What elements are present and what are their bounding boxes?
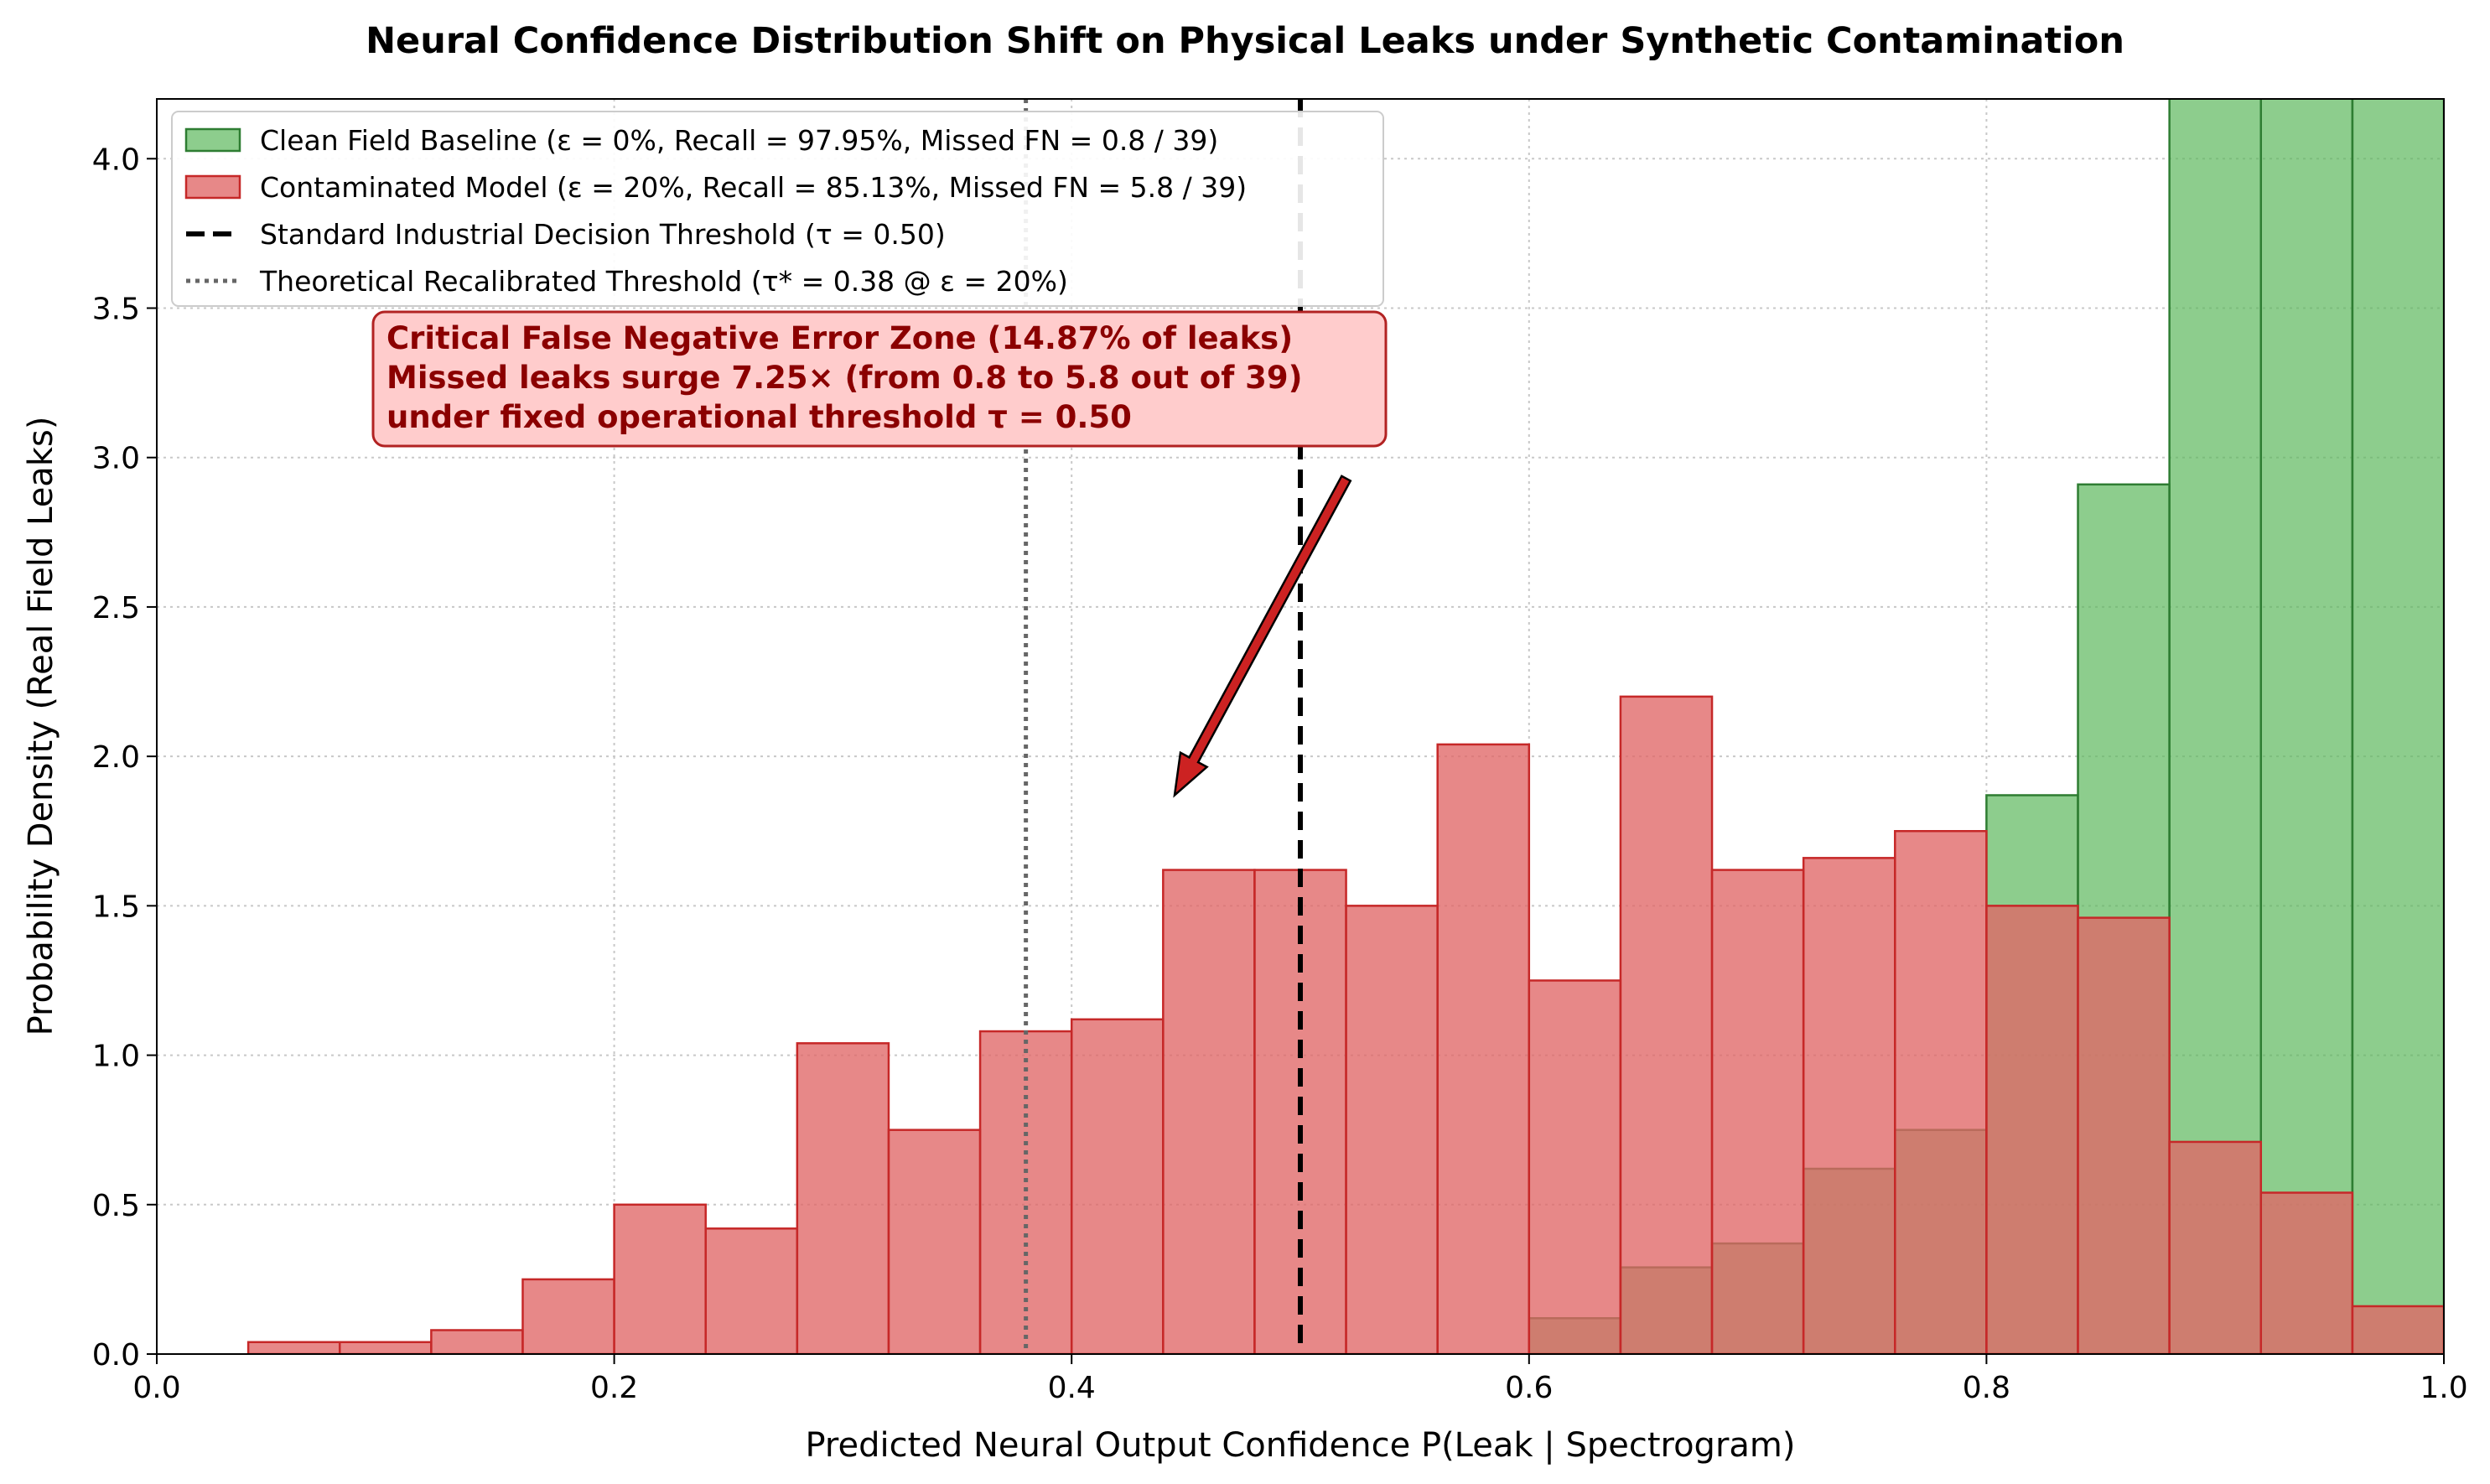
y-axis-label: Probability Density (Real Field Leaks) bbox=[22, 417, 60, 1036]
y-tick-label-3: 1.5 bbox=[92, 890, 140, 924]
bar-series1-bin16 bbox=[1619, 695, 1714, 1354]
x-tick-label-0: 0.0 bbox=[132, 1371, 180, 1405]
bar-series1-bin5 bbox=[613, 1203, 707, 1354]
bar-series1-bin3 bbox=[430, 1329, 524, 1354]
legend: Clean Field Baseline (ε = 0%, Recall = 9… bbox=[171, 111, 1384, 307]
legend-label-0: Clean Field Baseline (ε = 0%, Recall = 9… bbox=[260, 124, 1218, 157]
legend-label-1: Contaminated Model (ε = 20%, Recall = 85… bbox=[260, 171, 1247, 204]
chart-title: Neural Confidence Distribution Shift on … bbox=[366, 20, 2124, 62]
y-axis-ticks: 0.0 0.5 1.0 1.5 2.0 2.5 3.0 3.5 4.0 bbox=[92, 143, 157, 1372]
bar-series1-bin24 bbox=[2351, 1305, 2444, 1354]
bar-series1-bin11 bbox=[1162, 869, 1256, 1354]
threshold-lines bbox=[1024, 99, 1303, 1354]
annotation-line-1: Missed leaks surge 7.25× (from 0.8 to 5.… bbox=[386, 360, 1303, 396]
legend-label-2: Standard Industrial Decision Threshold (… bbox=[260, 218, 946, 251]
legend-entry-3: Theoretical Recalibrated Threshold (τ* =… bbox=[186, 265, 1068, 298]
bar-series1-bin10 bbox=[1070, 1018, 1165, 1354]
legend-swatch-1 bbox=[184, 174, 241, 200]
plot-frame bbox=[156, 98, 2445, 1355]
bar-series1-bin22 bbox=[2168, 1140, 2263, 1354]
y-tick-label-6: 3.0 bbox=[92, 442, 140, 476]
bar-series1-bin4 bbox=[521, 1278, 615, 1354]
bar-series1-bin1 bbox=[246, 1341, 341, 1354]
bar-series0-bin24 bbox=[2351, 99, 2444, 1354]
bar-series1-bin8 bbox=[887, 1129, 982, 1354]
bar-series1-bin2 bbox=[338, 1341, 433, 1354]
legend-entry-2: Standard Industrial Decision Threshold (… bbox=[186, 218, 946, 251]
annotation-line-2: under fixed operational threshold τ = 0.… bbox=[386, 399, 1132, 435]
y-tick-label-0: 0.0 bbox=[92, 1338, 140, 1372]
series-1 bbox=[246, 695, 2444, 1354]
bar-series1-bin6 bbox=[704, 1227, 799, 1354]
y-tick-label-2: 1.0 bbox=[92, 1040, 140, 1074]
x-tick-label-3: 0.6 bbox=[1505, 1371, 1553, 1405]
y-tick-label-7: 3.5 bbox=[92, 293, 140, 327]
bar-series1-bin18 bbox=[1802, 857, 1896, 1354]
annotation-arrow bbox=[1173, 475, 1352, 798]
legend-label-3: Theoretical Recalibrated Threshold (τ* =… bbox=[259, 265, 1068, 298]
legend-entry-1: Contaminated Model (ε = 20%, Recall = 85… bbox=[184, 171, 1247, 204]
bar-series1-bin21 bbox=[2077, 916, 2171, 1354]
legend-box bbox=[171, 111, 1384, 307]
y-tick-label-4: 2.0 bbox=[92, 740, 140, 775]
x-tick-label-5: 1.0 bbox=[2420, 1371, 2467, 1405]
bar-series1-bin20 bbox=[1985, 905, 2079, 1354]
bar-series1-bin7 bbox=[796, 1042, 890, 1354]
legend-swatch-0 bbox=[184, 127, 241, 153]
annotation-box bbox=[371, 310, 1388, 448]
y-tick-label-8: 4.0 bbox=[92, 143, 140, 177]
bar-series1-bin14 bbox=[1436, 743, 1531, 1354]
x-tick-label-2: 0.4 bbox=[1048, 1371, 1096, 1405]
y-tick-label-1: 0.5 bbox=[92, 1189, 140, 1223]
bar-series1-bin23 bbox=[2259, 1191, 2354, 1354]
x-axis-label: Predicted Neural Output Confidence P(Lea… bbox=[806, 1426, 1796, 1465]
bar-series1-bin17 bbox=[1710, 869, 1805, 1354]
bar-series1-bin19 bbox=[1894, 830, 1988, 1354]
bars bbox=[246, 99, 2444, 1354]
bar-series1-bin15 bbox=[1528, 979, 1622, 1354]
x-axis-ticks: 0.0 0.2 0.4 0.6 0.8 1.0 bbox=[132, 1354, 2468, 1405]
bar-series0-bin23 bbox=[2259, 99, 2354, 1354]
y-tick-label-5: 2.5 bbox=[92, 591, 140, 625]
x-tick-label-4: 0.8 bbox=[1963, 1371, 2010, 1405]
legend-entry-0: Clean Field Baseline (ε = 0%, Recall = 9… bbox=[184, 124, 1218, 157]
x-tick-label-1: 0.2 bbox=[590, 1371, 638, 1405]
annotation-line-0: Critical False Negative Error Zone (14.8… bbox=[386, 320, 1293, 356]
bar-series1-bin13 bbox=[1345, 905, 1439, 1354]
annotation: Critical False Negative Error Zone (14.8… bbox=[371, 310, 1388, 798]
